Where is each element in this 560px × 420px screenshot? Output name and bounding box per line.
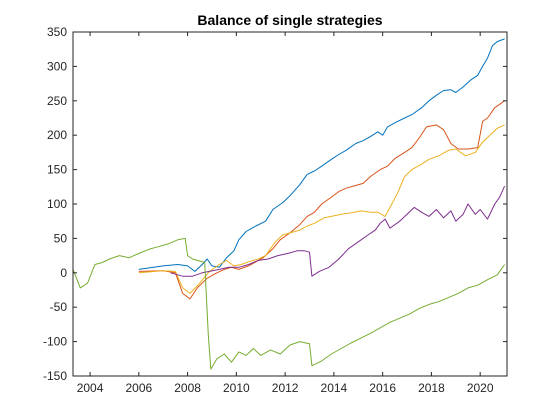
- series-line-5: [72, 237, 506, 370]
- y-tick-label: -100: [43, 335, 67, 349]
- x-tick-label: 2010: [223, 381, 250, 395]
- y-tick-label: 100: [47, 197, 67, 211]
- y-tick-label: 250: [47, 94, 67, 108]
- y-tick-label: 200: [47, 128, 67, 142]
- x-tick-label: 2012: [272, 381, 299, 395]
- y-tick-label: -50: [50, 300, 68, 314]
- x-axis: 2004 2006 2008 2010 2012 2014 2016 2018 2020: [77, 32, 494, 395]
- y-tick-label: 150: [47, 163, 67, 177]
- y-tick-label: 300: [47, 59, 67, 73]
- y-tick-label: 50: [54, 231, 68, 245]
- y-tick-label: 0: [60, 266, 67, 280]
- series-line-2: [138, 100, 505, 300]
- x-tick-label: 2008: [174, 381, 201, 395]
- chart-title: Balance of single strategies: [197, 12, 382, 28]
- y-axis: -150 -100 -50 0 50 100 150 200 250 300 350: [43, 25, 507, 383]
- y-tick-label: -150: [43, 369, 67, 383]
- x-tick-label: 2016: [369, 381, 396, 395]
- series-line-4: [170, 185, 506, 277]
- series-line-1: [138, 38, 505, 272]
- x-tick-label: 2006: [125, 381, 152, 395]
- series-line-3: [138, 124, 505, 294]
- y-tick-label: 350: [47, 25, 67, 39]
- x-tick-label: 2004: [77, 381, 104, 395]
- x-tick-label: 2018: [418, 381, 445, 395]
- x-tick-label: 2014: [321, 381, 348, 395]
- series-layer: [72, 38, 506, 370]
- x-tick-label: 2020: [467, 381, 494, 395]
